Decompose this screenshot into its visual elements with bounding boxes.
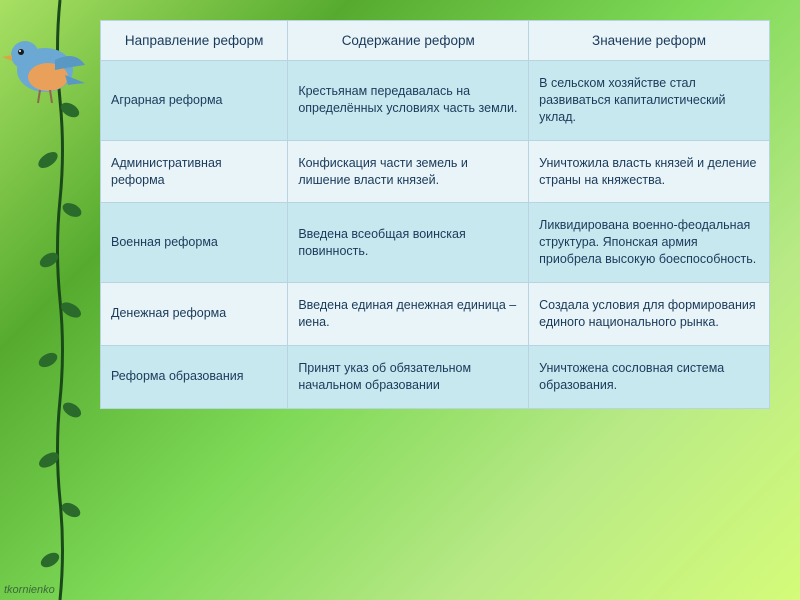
bird-decoration <box>0 25 90 105</box>
table-row: Административная реформа Конфискация час… <box>101 140 770 203</box>
cell-meaning: Уничтожила власть князей и деление стран… <box>529 140 770 203</box>
table-row: Денежная реформа Введена единая денежная… <box>101 283 770 346</box>
cell-content: Введена всеобщая воинская повинность. <box>288 203 529 283</box>
cell-direction: Денежная реформа <box>101 283 288 346</box>
reforms-table: Направление реформ Содержание реформ Зна… <box>100 20 770 409</box>
cell-meaning: Уничтожена сословная система образования… <box>529 345 770 408</box>
cell-direction: Аграрная реформа <box>101 61 288 141</box>
cell-meaning: В сельском хозяйстве стал развиваться ка… <box>529 61 770 141</box>
cell-content: Крестьянам передавалась на определённых … <box>288 61 529 141</box>
reforms-table-container: Направление реформ Содержание реформ Зна… <box>100 20 770 409</box>
table-row: Военная реформа Введена всеобщая воинска… <box>101 203 770 283</box>
cell-meaning: Создала условия для формирования единого… <box>529 283 770 346</box>
table-row: Реформа образования Принят указ об обяза… <box>101 345 770 408</box>
cell-content: Принят указ об обязательном начальном об… <box>288 345 529 408</box>
vine-decoration <box>35 0 85 600</box>
cell-content: Введена единая денежная единица – иена. <box>288 283 529 346</box>
cell-direction: Реформа образования <box>101 345 288 408</box>
col-header-meaning: Значение реформ <box>529 21 770 61</box>
col-header-content: Содержание реформ <box>288 21 529 61</box>
table-header-row: Направление реформ Содержание реформ Зна… <box>101 21 770 61</box>
table-row: Аграрная реформа Крестьянам передавалась… <box>101 61 770 141</box>
cell-meaning: Ликвидирована военно-феодальная структур… <box>529 203 770 283</box>
cell-direction: Военная реформа <box>101 203 288 283</box>
author-credit: tkornienko <box>4 584 55 596</box>
cell-content: Конфискация части земель и лишение власт… <box>288 140 529 203</box>
col-header-direction: Направление реформ <box>101 21 288 61</box>
cell-direction: Административная реформа <box>101 140 288 203</box>
